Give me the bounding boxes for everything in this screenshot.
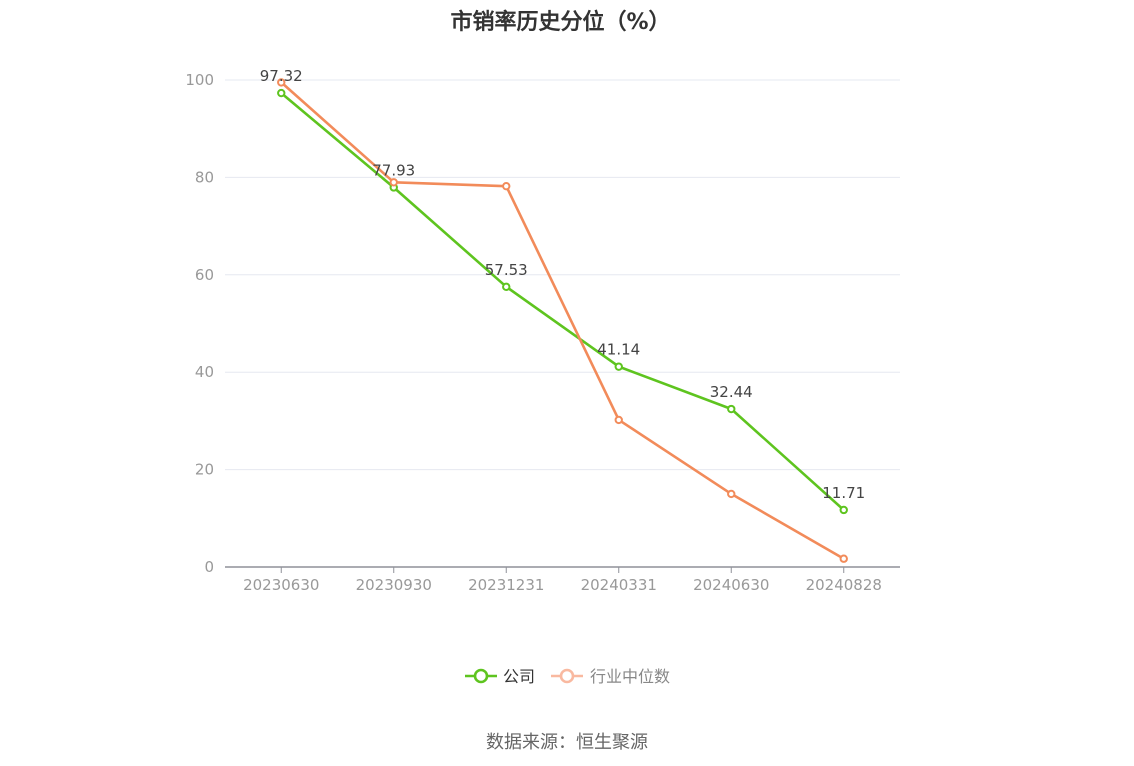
legend-item-company[interactable]: 公司	[465, 667, 535, 686]
y-tick-label: 100	[185, 71, 214, 89]
data-point	[614, 415, 623, 425]
data-point	[614, 362, 623, 371]
x-tick-label: 20240630	[693, 576, 769, 594]
data-point	[502, 282, 511, 292]
y-tick-label: 40	[195, 363, 214, 381]
x-tick-label: 20230630	[243, 576, 319, 594]
data-point	[727, 404, 736, 414]
data-label: 11.71	[822, 484, 865, 502]
x-tick-label: 20240828	[806, 576, 882, 594]
data-label-layer: 97.32 77.93 57.53 41.14 32.44 11.71	[260, 67, 865, 502]
data-label: 32.44	[710, 383, 753, 401]
legend-marker	[559, 668, 575, 684]
y-tick-label: 20	[195, 461, 214, 479]
legend-label: 行业中位数	[590, 667, 670, 686]
data-label: 57.53	[485, 261, 528, 279]
x-tick-label: 20230930	[356, 576, 432, 594]
grid-layer	[225, 79, 900, 471]
x-tick-label: 20231231	[468, 576, 544, 594]
axis-layer: 0 20 40 60 80 100 20230630 20230930 20231231 2024…	[185, 71, 900, 594]
legend-item-industry-median[interactable]: 行业中位数	[551, 667, 670, 686]
legend[interactable]: 公司 行业中位数	[465, 667, 670, 686]
series-layer	[277, 78, 848, 563]
data-point	[277, 78, 286, 87]
data-point	[839, 505, 848, 515]
data-label: 77.93	[372, 161, 415, 179]
data-point	[839, 554, 848, 563]
y-tick-label: 60	[195, 266, 214, 284]
data-label: 97.32	[260, 67, 303, 85]
y-tick-label: 80	[195, 168, 214, 186]
data-point	[727, 489, 736, 499]
data-label: 41.14	[597, 341, 640, 359]
data-point	[277, 88, 286, 98]
data-point	[389, 178, 398, 187]
y-tick-label: 0	[204, 558, 214, 576]
legend-label: 公司	[503, 667, 535, 686]
series-line-industry-median	[280, 81, 845, 560]
legend-marker	[473, 668, 489, 684]
data-point	[502, 181, 511, 191]
series-line-company	[280, 92, 845, 511]
x-tick-label: 20240331	[581, 576, 657, 594]
chart-title: 市销率历史分位（%）	[450, 10, 671, 35]
source-note: 数据来源：恒生聚源	[486, 732, 648, 753]
